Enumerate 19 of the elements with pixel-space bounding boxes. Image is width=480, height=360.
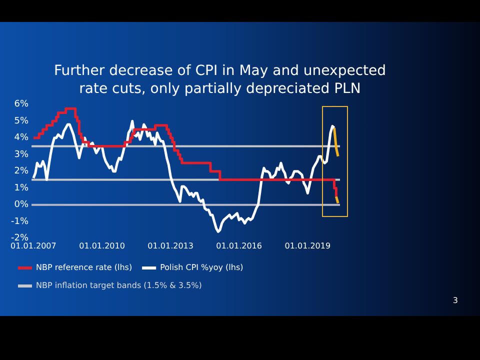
legend-label: NBP reference rate (lhs) <box>36 263 132 272</box>
x-tick-label: 01.01.2007 <box>10 241 56 250</box>
x-tick-label: 01.01.2016 <box>216 241 262 250</box>
y-tick-label: 5% <box>14 116 29 126</box>
x-tick-label: 01.01.2019 <box>284 241 331 250</box>
y-tick-label: 4% <box>14 133 29 144</box>
y-tick-label: -2% <box>10 234 29 244</box>
y-tick-label: 2% <box>14 166 29 177</box>
y-tick-label: -1% <box>10 216 29 227</box>
y-tick-label: 6% <box>14 100 29 110</box>
chart-title: Further decrease of CPI in May and unexpected rate cuts, only partially depreciated PLN <box>52 62 387 98</box>
y-tick-label: 1% <box>14 183 29 194</box>
legend-label: Polish CPI %yoy (lhs) <box>160 263 244 272</box>
text: 3 <box>452 296 458 305</box>
x-tick-label: 01.01.2010 <box>79 241 125 250</box>
y-tick-label: 0% <box>14 200 29 210</box>
x-tick-label: 01.01.2013 <box>148 241 194 250</box>
legend-label: NBP inflation target bands (1.5% & 3.5%) <box>36 281 202 290</box>
y-tick-label: 3% <box>14 150 29 160</box>
